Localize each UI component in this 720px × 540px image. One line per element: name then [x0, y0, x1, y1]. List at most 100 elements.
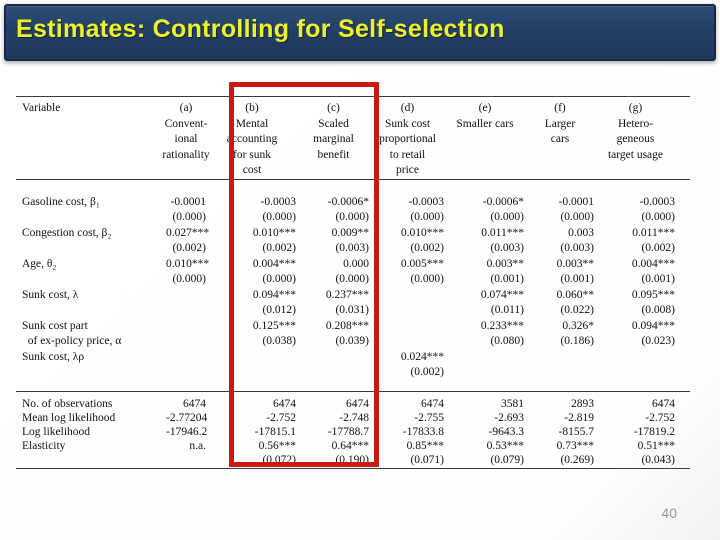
row-label	[16, 272, 166, 288]
value-cell: 0.094***	[252, 288, 296, 301]
value-cell: -0.0003	[639, 195, 675, 208]
value-cell: (0.071)	[410, 454, 444, 467]
row-label: Elasticity	[22, 440, 66, 453]
value-cell: 0.53***	[486, 440, 524, 453]
value-cell: 0.005***	[400, 257, 444, 270]
value-cell	[166, 365, 208, 381]
value-cell: (0.000)	[560, 211, 594, 223]
column-header: (b) Mental accounting for sunk cost	[208, 101, 298, 179]
row-label: Congestion cost, β₂	[22, 226, 112, 239]
value-cell: 0.51***	[637, 440, 675, 453]
value-cell	[166, 350, 208, 366]
value-cell: (0.002)	[641, 242, 675, 254]
row-label: Age, θ₂	[22, 257, 57, 270]
value-cell: (0.022)	[560, 304, 594, 316]
table-rule-top	[16, 96, 690, 97]
value-cell	[596, 350, 690, 366]
value-cell: 6474	[183, 397, 206, 410]
value-cell	[166, 453, 208, 467]
column-header-line: Sunk cost	[384, 117, 431, 130]
row-label: of ex-policy price, α	[22, 335, 122, 347]
value-cell	[596, 365, 690, 381]
column-header-line: price	[396, 164, 419, 176]
value-cell: 0.094***	[631, 319, 675, 332]
column-header-line: marginal	[313, 133, 354, 145]
value-cell: -0.0006*	[482, 195, 524, 208]
value-cell: 6474	[346, 397, 369, 410]
column-header-line: geneous	[616, 133, 655, 145]
value-cell: 0.003**	[486, 257, 524, 270]
value-cell: (0.008)	[641, 304, 675, 316]
value-cell: (0.001)	[490, 273, 524, 285]
column-header-line: ional	[174, 133, 198, 145]
value-cell: (0.031)	[335, 304, 369, 316]
page-number: 40	[661, 505, 677, 521]
value-cell: (0.038)	[262, 335, 296, 347]
value-cell: 0.003**	[556, 257, 594, 270]
value-cell	[371, 334, 446, 350]
value-cell: 0.011***	[632, 226, 675, 239]
column-header-line: rationality	[162, 148, 210, 161]
table-rule-under-header	[16, 178, 690, 180]
value-cell: 0.237***	[325, 288, 369, 301]
column-header: (e) Smaller cars	[446, 101, 526, 179]
value-cell: -17946.2	[166, 425, 208, 438]
column-header: (g) Hetero-geneous target usage	[596, 101, 690, 179]
table-rule-above-stats	[16, 390, 690, 392]
row-label: Log likelihood	[22, 425, 91, 438]
value-cell: 0.004***	[252, 257, 296, 270]
value-cell: (0.080)	[490, 335, 524, 347]
column-header: (a) Convent-ional rationality	[162, 101, 209, 179]
column-header-line: (a)	[179, 102, 193, 114]
column-header-line: cars	[550, 133, 570, 145]
table-stats-section: No. of observations 6474 6474 6474 6474 3581 2…	[16, 397, 690, 468]
value-cell: -2.693	[494, 411, 524, 424]
value-cell	[371, 319, 446, 335]
column-header-line: Hetero-	[617, 117, 654, 130]
value-cell	[298, 350, 371, 366]
value-cell: -17833.8	[402, 425, 444, 438]
value-cell: (0.000)	[335, 211, 369, 223]
value-cell: (0.000)	[172, 273, 206, 285]
title-bar: Estimates: Controlling for Self-selectio…	[4, 4, 716, 61]
value-cell: -0.0001	[558, 195, 594, 208]
value-cell	[446, 365, 526, 381]
value-cell	[166, 334, 208, 350]
value-cell: -2.819	[564, 411, 594, 424]
value-cell: (0.003)	[335, 242, 369, 254]
value-cell: 0.027***	[166, 226, 210, 239]
value-cell: -0.0003	[260, 195, 296, 208]
column-header: (f) Larger cars	[526, 101, 596, 179]
value-cell: 0.010***	[252, 226, 296, 239]
value-cell: (0.001)	[641, 273, 675, 285]
column-header-line: target usage	[607, 148, 664, 161]
value-cell: 2893	[571, 397, 594, 410]
value-cell	[371, 288, 446, 304]
value-cell: 6474	[421, 397, 444, 410]
value-cell: -17819.2	[633, 425, 675, 438]
value-cell: 0.85***	[406, 440, 444, 453]
value-cell: -2.748	[339, 411, 369, 424]
row-label: Sunk cost, λ	[22, 288, 79, 301]
value-cell: (0.043)	[641, 454, 675, 467]
column-header-line: (d)	[400, 102, 415, 114]
value-cell: 0.64***	[331, 440, 369, 453]
value-cell: (0.002)	[172, 242, 206, 254]
value-cell: n.a.	[189, 440, 206, 453]
value-cell: (0.190)	[335, 454, 369, 467]
value-cell: 0.060**	[556, 288, 594, 301]
column-header-line: accounting	[226, 133, 278, 145]
column-header-line: Smaller cars	[456, 117, 514, 130]
value-cell	[526, 350, 596, 366]
value-cell: 6474	[273, 397, 296, 410]
row-label	[16, 241, 166, 257]
value-cell: -17815.1	[254, 425, 296, 438]
column-header-line: to retail	[389, 148, 426, 161]
row-label	[16, 365, 166, 381]
value-cell: 0.003	[568, 226, 594, 239]
slide-title: Estimates: Controlling for Self-selectio…	[16, 15, 505, 43]
column-header-line: Larger	[544, 117, 576, 130]
value-cell	[446, 350, 526, 366]
value-cell: (0.186)	[560, 335, 594, 347]
value-cell: 0.011***	[481, 226, 524, 239]
